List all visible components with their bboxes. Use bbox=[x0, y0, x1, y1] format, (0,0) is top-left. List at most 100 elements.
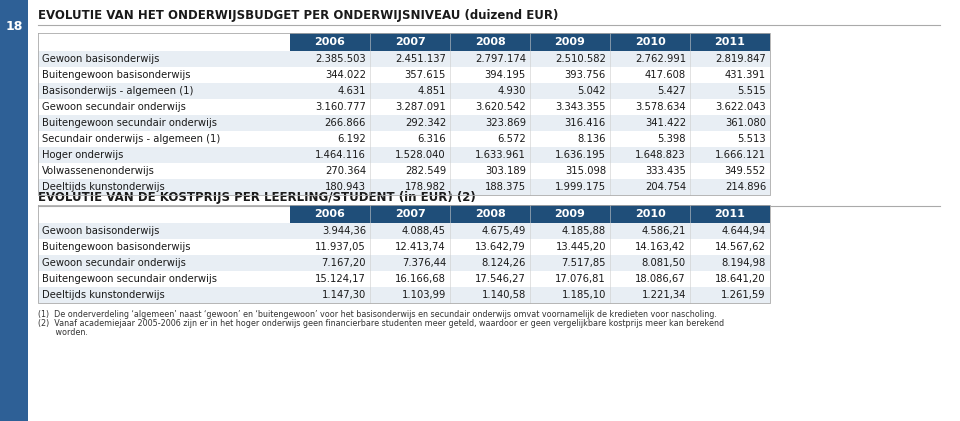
Text: 204.754: 204.754 bbox=[645, 182, 686, 192]
Text: 341.422: 341.422 bbox=[645, 118, 686, 128]
Text: Deeltijds kunstonderwijs: Deeltijds kunstonderwijs bbox=[42, 182, 165, 192]
Text: 2009: 2009 bbox=[555, 37, 586, 47]
FancyBboxPatch shape bbox=[38, 67, 770, 83]
FancyBboxPatch shape bbox=[38, 99, 770, 115]
Text: 323.869: 323.869 bbox=[485, 118, 526, 128]
Text: 18.086,67: 18.086,67 bbox=[636, 274, 686, 284]
FancyBboxPatch shape bbox=[38, 239, 770, 255]
Text: 344.022: 344.022 bbox=[325, 70, 366, 80]
Text: Deeltijds kunstonderwijs: Deeltijds kunstonderwijs bbox=[42, 290, 165, 300]
Text: 266.866: 266.866 bbox=[324, 118, 366, 128]
Text: 5.427: 5.427 bbox=[658, 86, 686, 96]
Text: Volwassenenonderwijs: Volwassenenonderwijs bbox=[42, 166, 155, 176]
Text: 2.819.847: 2.819.847 bbox=[715, 54, 766, 64]
Text: 7.376,44: 7.376,44 bbox=[401, 258, 446, 268]
Text: 3.343.355: 3.343.355 bbox=[556, 102, 606, 112]
Text: 2.797.174: 2.797.174 bbox=[475, 54, 526, 64]
Text: 6.316: 6.316 bbox=[418, 134, 446, 144]
Text: 5.398: 5.398 bbox=[658, 134, 686, 144]
Text: 2007: 2007 bbox=[395, 37, 425, 47]
Text: (2)  Vanaf academiejaar 2005-2006 zijn er in het hoger onderwijs geen financierb: (2) Vanaf academiejaar 2005-2006 zijn er… bbox=[38, 319, 724, 328]
Text: 393.756: 393.756 bbox=[564, 70, 606, 80]
Text: 214.896: 214.896 bbox=[725, 182, 766, 192]
Text: 8.081,50: 8.081,50 bbox=[642, 258, 686, 268]
Text: Gewoon secundair onderwijs: Gewoon secundair onderwijs bbox=[42, 258, 186, 268]
Text: 4.851: 4.851 bbox=[418, 86, 446, 96]
Text: 17.076,81: 17.076,81 bbox=[555, 274, 606, 284]
Text: 4.088,45: 4.088,45 bbox=[402, 226, 446, 236]
FancyBboxPatch shape bbox=[290, 205, 770, 223]
Text: 4.185,88: 4.185,88 bbox=[562, 226, 606, 236]
FancyBboxPatch shape bbox=[290, 33, 770, 51]
Text: 13.642,79: 13.642,79 bbox=[475, 242, 526, 252]
Text: 2007: 2007 bbox=[395, 209, 425, 219]
Text: 14.567,62: 14.567,62 bbox=[715, 242, 766, 252]
Text: Hoger onderwijs: Hoger onderwijs bbox=[42, 150, 124, 160]
Text: 316.416: 316.416 bbox=[564, 118, 606, 128]
FancyBboxPatch shape bbox=[38, 147, 770, 163]
Text: (1)  De onderverdeling ‘algemeen’ naast ‘gewoon’ en ‘buitengewoon’ voor het basi: (1) De onderverdeling ‘algemeen’ naast ‘… bbox=[38, 310, 717, 319]
Text: 5.042: 5.042 bbox=[578, 86, 606, 96]
Text: 4.675,49: 4.675,49 bbox=[482, 226, 526, 236]
Text: 357.615: 357.615 bbox=[404, 70, 446, 80]
Text: 4.930: 4.930 bbox=[497, 86, 526, 96]
Text: 1.221,34: 1.221,34 bbox=[641, 290, 686, 300]
Text: 11.937,05: 11.937,05 bbox=[315, 242, 366, 252]
Text: 6.572: 6.572 bbox=[497, 134, 526, 144]
Text: 282.549: 282.549 bbox=[405, 166, 446, 176]
Text: 12.413,74: 12.413,74 bbox=[396, 242, 446, 252]
Text: 180.943: 180.943 bbox=[325, 182, 366, 192]
Text: 4.631: 4.631 bbox=[338, 86, 366, 96]
Text: 3.622.043: 3.622.043 bbox=[715, 102, 766, 112]
Text: 3.160.777: 3.160.777 bbox=[315, 102, 366, 112]
Text: 3.620.542: 3.620.542 bbox=[475, 102, 526, 112]
Text: 431.391: 431.391 bbox=[725, 70, 766, 80]
FancyBboxPatch shape bbox=[38, 179, 770, 195]
Text: 2.451.137: 2.451.137 bbox=[396, 54, 446, 64]
Text: 17.546,27: 17.546,27 bbox=[475, 274, 526, 284]
Text: 6.192: 6.192 bbox=[337, 134, 366, 144]
Text: 1.633.961: 1.633.961 bbox=[475, 150, 526, 160]
FancyBboxPatch shape bbox=[38, 115, 770, 131]
Text: 178.982: 178.982 bbox=[405, 182, 446, 192]
Text: 18.641,20: 18.641,20 bbox=[715, 274, 766, 284]
Text: 349.552: 349.552 bbox=[725, 166, 766, 176]
Text: 333.435: 333.435 bbox=[645, 166, 686, 176]
Text: Buitengewoon secundair onderwijs: Buitengewoon secundair onderwijs bbox=[42, 118, 217, 128]
Text: EVOLUTIE VAN HET ONDERWIJSBUDGET PER ONDERWIJSNIVEAU (duizend EUR): EVOLUTIE VAN HET ONDERWIJSBUDGET PER OND… bbox=[38, 10, 559, 22]
FancyBboxPatch shape bbox=[38, 163, 770, 179]
Text: Gewoon secundair onderwijs: Gewoon secundair onderwijs bbox=[42, 102, 186, 112]
Text: 2011: 2011 bbox=[714, 37, 745, 47]
FancyBboxPatch shape bbox=[38, 287, 770, 303]
Text: Buitengewoon basisonderwijs: Buitengewoon basisonderwijs bbox=[42, 242, 190, 252]
Text: Gewoon basisonderwijs: Gewoon basisonderwijs bbox=[42, 54, 159, 64]
FancyBboxPatch shape bbox=[38, 83, 770, 99]
Text: 2.510.582: 2.510.582 bbox=[555, 54, 606, 64]
Text: 13.445,20: 13.445,20 bbox=[556, 242, 606, 252]
Text: 315.098: 315.098 bbox=[564, 166, 606, 176]
Text: 8.124,26: 8.124,26 bbox=[482, 258, 526, 268]
FancyBboxPatch shape bbox=[38, 255, 770, 271]
Text: 8.194,98: 8.194,98 bbox=[722, 258, 766, 268]
Text: 1.147,30: 1.147,30 bbox=[322, 290, 366, 300]
Text: 188.375: 188.375 bbox=[485, 182, 526, 192]
Text: 4.644,94: 4.644,94 bbox=[722, 226, 766, 236]
Text: 2.385.503: 2.385.503 bbox=[316, 54, 366, 64]
FancyBboxPatch shape bbox=[0, 0, 28, 421]
Text: 14.163,42: 14.163,42 bbox=[636, 242, 686, 252]
Text: Buitengewoon secundair onderwijs: Buitengewoon secundair onderwijs bbox=[42, 274, 217, 284]
FancyBboxPatch shape bbox=[38, 271, 770, 287]
Text: Gewoon basisonderwijs: Gewoon basisonderwijs bbox=[42, 226, 159, 236]
Text: Basisonderwijs - algemeen (1): Basisonderwijs - algemeen (1) bbox=[42, 86, 193, 96]
Text: 18: 18 bbox=[6, 19, 23, 32]
FancyBboxPatch shape bbox=[38, 131, 770, 147]
Text: 1.528.040: 1.528.040 bbox=[396, 150, 446, 160]
Text: worden.: worden. bbox=[38, 328, 88, 337]
Text: 7.167,20: 7.167,20 bbox=[322, 258, 366, 268]
Text: 15.124,17: 15.124,17 bbox=[315, 274, 366, 284]
Text: 1.464.116: 1.464.116 bbox=[315, 150, 366, 160]
Text: EVOLUTIE VAN DE KOSTPRIJS PER LEERLING/STUDENT (in EUR) (2): EVOLUTIE VAN DE KOSTPRIJS PER LEERLING/S… bbox=[38, 190, 476, 203]
Text: 2010: 2010 bbox=[635, 37, 665, 47]
Text: 1.999.175: 1.999.175 bbox=[555, 182, 606, 192]
Text: 2008: 2008 bbox=[474, 209, 505, 219]
